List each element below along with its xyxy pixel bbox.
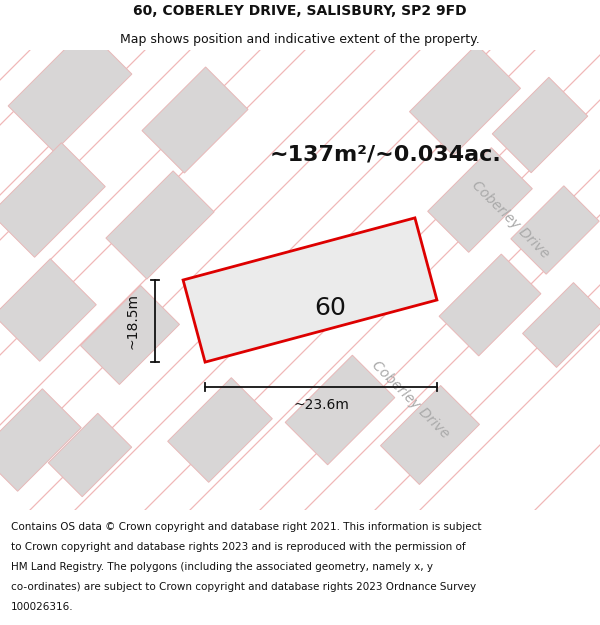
- Polygon shape: [511, 186, 599, 274]
- Polygon shape: [380, 386, 479, 484]
- Polygon shape: [492, 78, 588, 172]
- Polygon shape: [142, 67, 248, 173]
- Polygon shape: [167, 378, 272, 482]
- Polygon shape: [428, 148, 532, 253]
- Polygon shape: [0, 259, 96, 361]
- Polygon shape: [106, 171, 214, 279]
- Polygon shape: [183, 218, 437, 362]
- Text: ~137m²/~0.034ac.: ~137m²/~0.034ac.: [270, 145, 502, 165]
- Text: Coberley Drive: Coberley Drive: [368, 359, 451, 441]
- Text: 60: 60: [314, 296, 346, 320]
- Polygon shape: [409, 44, 521, 156]
- Polygon shape: [0, 142, 105, 258]
- Text: 100026316.: 100026316.: [11, 602, 73, 612]
- Text: ~18.5m: ~18.5m: [126, 293, 140, 349]
- Polygon shape: [285, 355, 395, 465]
- Polygon shape: [439, 254, 541, 356]
- Polygon shape: [8, 28, 132, 152]
- Polygon shape: [80, 286, 179, 384]
- Polygon shape: [0, 389, 81, 491]
- Text: co-ordinates) are subject to Crown copyright and database rights 2023 Ordnance S: co-ordinates) are subject to Crown copyr…: [11, 582, 476, 592]
- Text: Contains OS data © Crown copyright and database right 2021. This information is : Contains OS data © Crown copyright and d…: [11, 521, 481, 531]
- Text: Coberley Drive: Coberley Drive: [469, 179, 551, 261]
- Text: 60, COBERLEY DRIVE, SALISBURY, SP2 9FD: 60, COBERLEY DRIVE, SALISBURY, SP2 9FD: [133, 4, 467, 18]
- Text: ~23.6m: ~23.6m: [293, 398, 349, 412]
- Polygon shape: [523, 282, 600, 368]
- Polygon shape: [48, 413, 132, 497]
- Text: HM Land Registry. The polygons (including the associated geometry, namely x, y: HM Land Registry. The polygons (includin…: [11, 562, 433, 572]
- Text: to Crown copyright and database rights 2023 and is reproduced with the permissio: to Crown copyright and database rights 2…: [11, 542, 466, 552]
- Text: Map shows position and indicative extent of the property.: Map shows position and indicative extent…: [120, 32, 480, 46]
